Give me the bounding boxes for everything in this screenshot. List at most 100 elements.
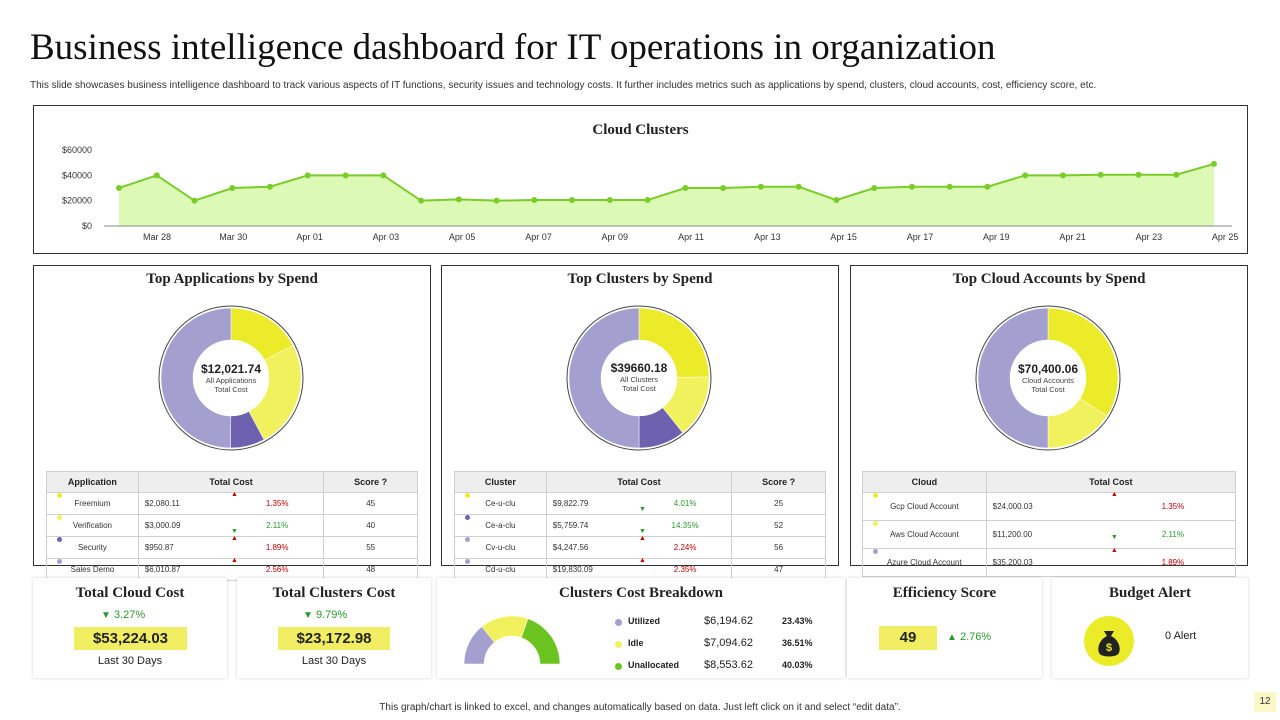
- breakdown-value: $7,094.62: [704, 637, 753, 649]
- trend-down-icon: ▼: [1110, 534, 1118, 541]
- table-header-row: Application Total Cost Score ?: [46, 471, 418, 493]
- data-point: [984, 183, 991, 190]
- cost-cell: $5,759.74 ▼ 14.35%: [545, 514, 733, 537]
- clusters-cost-breakdown-gauge: [463, 615, 561, 665]
- money-bag-icon: $: [1084, 616, 1134, 666]
- table-row: Gcp Cloud Account $24,000.03 ▲ 1.35%: [862, 491, 1237, 521]
- data-point: [304, 172, 311, 179]
- total-clusters-cost-card: Total Clusters Cost ▼ 9.79% $23,172.98 L…: [237, 578, 431, 678]
- efficiency-score-value: 49: [879, 626, 937, 650]
- table-row: Security $950.87 ▲ 1.89% 55: [46, 535, 418, 559]
- total-clusters-cost-period: Last 30 Days: [301, 655, 367, 667]
- cost-cell: $35,200.03 ▲ 1.89%: [985, 547, 1237, 577]
- data-point: [267, 183, 274, 190]
- x-tick-label: Mar 28: [143, 232, 171, 242]
- efficiency-score-trend-value: 2.76%: [959, 631, 992, 643]
- top-clusters-title: Top Clusters by Spend: [567, 271, 713, 287]
- breakdown-legend-item: Utilized $6,194.62 23.43%: [615, 615, 835, 631]
- cost-value: $35,200.03: [992, 558, 1033, 567]
- applications-total-label: All Applications: [205, 376, 257, 385]
- change-percent: 2.24%: [673, 543, 697, 552]
- x-tick-label: Apr 23: [1136, 232, 1163, 242]
- donut-center: [601, 340, 677, 416]
- table-row: Azure Cloud Account $35,200.03 ▲ 1.89%: [862, 547, 1237, 577]
- score-cell: 55: [323, 536, 418, 559]
- donut-outline: [566, 305, 712, 451]
- change-percent: 2.11%: [1161, 530, 1184, 539]
- trend-up-icon: ▲: [947, 632, 957, 643]
- total-cloud-cost-value: $53,224.03: [74, 627, 187, 650]
- y-tick-label: $40000: [62, 170, 92, 180]
- trend-up-icon: ▲: [231, 557, 238, 564]
- cost-cell: $3,000.09 ▼ 2.11%: [137, 514, 325, 537]
- trend-up-icon: ▲: [639, 535, 646, 542]
- data-point: [531, 197, 538, 204]
- data-point: [418, 197, 425, 204]
- donut-center: [193, 340, 269, 416]
- top-clusters-panel: Top Clusters by Spend $39660.18 All Clus…: [441, 265, 839, 581]
- svg-text:$: $: [1106, 642, 1112, 654]
- x-tick-label: Apr 09: [602, 232, 629, 242]
- total-cloud-cost-trend: ▼ 3.27%: [101, 609, 145, 621]
- trend-down-icon: ▼: [303, 610, 313, 621]
- cloud-accounts-table: Cloud Total Cost Gcp Cloud Account $24,000…: [862, 471, 1237, 577]
- table-header-row: Cloud Total Cost: [862, 471, 1237, 493]
- efficiency-score-card: Efficiency Score 49 ▲ 2.76%: [847, 578, 1042, 678]
- cloud-clusters-panel[interactable]: Cloud Clusters $60000 $40000 $20000 $0 Mar 2…: [33, 105, 1248, 254]
- table-header-row: Cluster Total Cost Score ?: [454, 471, 826, 493]
- score-cell: 40: [323, 514, 418, 537]
- change-percent: 4.01%: [673, 499, 697, 508]
- data-point: [1097, 171, 1104, 178]
- x-tick-label: Apr 15: [830, 232, 857, 242]
- name-text: Security: [77, 543, 107, 552]
- clusters-total-label: All Clusters: [620, 375, 658, 384]
- budget-alert-card: Budget Alert $ 0 Alert: [1052, 578, 1248, 678]
- applications-total: $12,021.74 All Applications Total Cost: [156, 362, 306, 394]
- trend-down-icon: ▼: [231, 528, 238, 535]
- cost-value: $24,000.03: [992, 502, 1033, 511]
- applications-total-label-2: Total Cost: [214, 385, 248, 394]
- name-text: Aws Cloud Account: [889, 530, 959, 539]
- total-cloud-cost-period: Last 30 Days: [97, 655, 163, 667]
- efficiency-score-title: Efficiency Score: [892, 585, 997, 601]
- x-tick-label: Apr 11: [678, 232, 704, 242]
- column-header: Total Cost: [545, 471, 733, 493]
- cloud-accounts-total-label: Cloud Accounts: [1021, 376, 1075, 385]
- total-cloud-cost-trend-value: 3.27%: [113, 609, 146, 621]
- total-clusters-cost-title: Total Clusters Cost: [272, 585, 396, 601]
- cost-value: $11,200.00: [992, 530, 1033, 539]
- donut-outline: [975, 305, 1121, 451]
- data-point: [795, 183, 802, 190]
- cost-value: $4,247.56: [552, 543, 589, 552]
- applications-total-value: $12,021.74: [200, 362, 262, 376]
- x-tick-label: Apr 03: [373, 232, 400, 242]
- breakdown-value: $8,553.62: [704, 659, 753, 671]
- data-point: [455, 196, 462, 203]
- name-cell: Aws Cloud Account: [862, 520, 987, 549]
- clusters-table: Cluster Total Cost Score ? Ce-u-clu $9,822.…: [454, 471, 826, 581]
- donut-outline: [158, 305, 304, 451]
- change-percent: 1.89%: [265, 543, 289, 552]
- data-point: [1135, 171, 1142, 178]
- trend-up-icon: ▲: [231, 491, 238, 498]
- breakdown-label: Unallocated: [628, 660, 680, 670]
- breakdown-legend-item: Idle $7,094.62 36.51%: [615, 637, 835, 653]
- score-cell: 56: [731, 536, 826, 559]
- legend-dot: [615, 663, 622, 670]
- name-text: Sales Demo: [70, 565, 115, 574]
- x-tick-label: Apr 17: [907, 232, 934, 242]
- cost-value: $3,000.09: [144, 521, 181, 530]
- name-text: Verification: [72, 521, 112, 530]
- name-text: Ce-u-clu: [485, 499, 516, 508]
- gauge-segment: [521, 618, 561, 665]
- cost-cell: $4,247.56 ▲ 2.24%: [545, 535, 733, 559]
- x-tick-label: Apr 21: [1059, 232, 1086, 242]
- trend-down-icon: ▼: [639, 528, 646, 535]
- column-header: Cloud: [862, 471, 987, 493]
- cost-value: $19,830.09: [552, 565, 593, 574]
- column-header: Score ?: [731, 471, 826, 493]
- table-row: Freemium $2,080.11 ▲ 1.35% 45: [46, 491, 418, 515]
- breakdown-legend-item: Unallocated $8,553.62 40.03%: [615, 659, 835, 675]
- cost-value: $5,759.74: [552, 521, 589, 530]
- data-point: [493, 197, 500, 204]
